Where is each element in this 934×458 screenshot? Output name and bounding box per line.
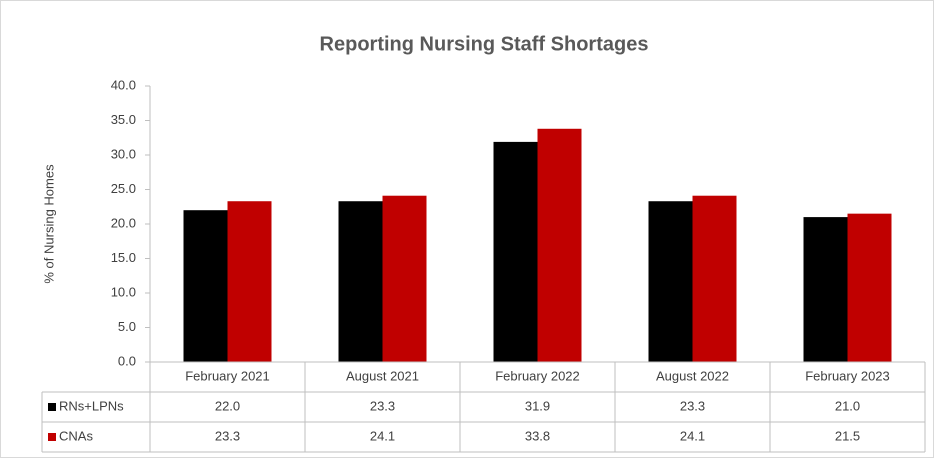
y-tick-label: 10.0 [111,284,136,299]
y-tick-label: 15.0 [111,250,136,265]
legend-swatch [48,403,56,411]
x-tick-label: August 2021 [346,368,419,383]
legend-swatch [48,433,56,441]
table-value: 24.1 [680,428,705,443]
y-tick-label: 40.0 [111,77,136,92]
y-tick-label: 20.0 [111,215,136,230]
bar [692,195,737,362]
bar [338,201,383,362]
table-value: 21.5 [835,428,860,443]
bar [803,217,848,362]
y-tick-label: 25.0 [111,181,136,196]
bar [382,195,427,362]
chart-title: Reporting Nursing Staff Shortages [320,33,649,55]
y-tick-label: 30.0 [111,146,136,161]
bar [227,201,272,362]
table-value: 31.9 [525,398,550,413]
x-tick-label: February 2022 [495,368,580,383]
y-tick-label: 5.0 [118,319,136,334]
y-tick-label: 0.0 [118,353,136,368]
table-value: 22.0 [215,398,240,413]
y-tick-label: 35.0 [111,112,136,127]
table-value: 21.0 [835,398,860,413]
table-value: 23.3 [370,398,395,413]
x-tick-label: February 2023 [805,368,890,383]
bar [183,210,228,362]
x-tick-label: February 2021 [185,368,270,383]
bar [648,201,693,362]
bar [493,141,538,362]
x-tick-label: August 2022 [656,368,729,383]
table-value: 33.8 [525,428,550,443]
table-value: 24.1 [370,428,395,443]
table-value: 23.3 [215,428,240,443]
legend-label: CNAs [59,428,93,443]
table-value: 23.3 [680,398,705,413]
legend-label: RNs+LPNs [59,398,124,413]
bar [847,213,892,362]
y-axis-label: % of Nursing Homes [41,164,56,284]
bar [537,128,582,362]
